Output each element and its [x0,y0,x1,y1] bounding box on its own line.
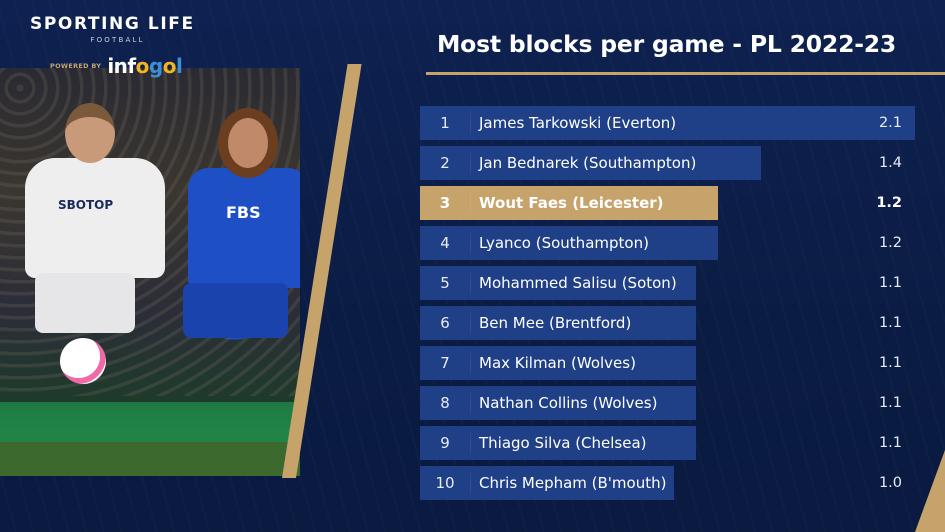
rank-label: 2 [440,154,450,172]
rank-divider [470,193,471,213]
value-label: 1.1 [878,395,902,411]
player-name: Thiago Silva (Chelsea) [479,434,647,452]
bar [420,466,674,500]
player-photo: SBOTOP FBS [0,68,300,476]
rank-divider [470,353,471,373]
rank-divider [470,113,471,133]
player-name: James Tarkowski (Everton) [479,114,677,132]
powered-by: POWERED BY infogol [50,54,183,78]
bar [420,266,696,300]
sponsor-right: FBS [226,203,261,222]
bar [420,346,696,380]
rank-label: 9 [440,434,450,452]
player-name: Ben Mee (Brentford) [479,314,632,332]
rank-divider [470,273,471,293]
rank-divider [470,233,471,253]
rank-label: 3 [439,194,451,212]
value-label: 1.1 [878,435,902,451]
football-icon [60,338,106,384]
chart-row: 4 Lyanco (Southampton) 1.2 [420,226,940,260]
advertising-board [0,402,300,442]
chart-row: 10 Chris Mepham (B'mouth) 1.0 [420,466,940,500]
bar [420,226,718,260]
rank-label: 7 [440,354,450,372]
chart-row: 8 Nathan Collins (Wolves) 1.1 [420,386,940,420]
player-name: Jan Bednarek (Southampton) [479,154,697,172]
bar [420,426,696,460]
rank-label: 10 [435,474,455,492]
player-name: Max Kilman (Wolves) [479,354,636,372]
value-label: 1.0 [878,475,902,491]
player-right: FBS [178,108,300,468]
rank-label: 5 [440,274,450,292]
chart-row: 1 James Tarkowski (Everton) 2.1 [420,106,940,140]
gold-corner-accent [915,450,945,532]
bar [420,386,696,420]
pitch [0,442,300,476]
brand-title: SPORTING LIFE [30,14,195,34]
player-name: Nathan Collins (Wolves) [479,394,658,412]
chart-row: 3 Wout Faes (Leicester) 1.2 [420,186,940,220]
bar-chart: 1 James Tarkowski (Everton) 2.1 2 Jan Bednar… [420,106,940,506]
value-label: 1.1 [878,355,902,371]
player-name: Wout Faes (Leicester) [479,194,664,212]
value-label: 1.4 [878,155,902,171]
player-name: Chris Mepham (B'mouth) [479,474,667,492]
value-label: 1.1 [878,315,902,331]
rank-divider [470,433,471,453]
value-label: 2.1 [878,115,902,131]
sponsor-left: SBOTOP [58,198,114,212]
bar [420,146,761,180]
value-label: 1.2 [878,235,902,251]
brand-subtitle: FOOTBALL [90,36,145,44]
bar [420,106,915,140]
value-label: 1.1 [878,275,902,291]
chart-title: Most blocks per game - PL 2022-23 [437,30,897,58]
rank-label: 6 [440,314,450,332]
powered-by-label: POWERED BY [50,62,102,70]
title-underline [426,72,945,75]
player-name: Lyanco (Southampton) [479,234,649,252]
rank-divider [470,393,471,413]
brand-logo: SPORTING LIFE FOOTBALL [30,14,210,44]
rank-divider [470,313,471,333]
player-left: SBOTOP [20,98,170,428]
chart-row: 5 Mohammed Salisu (Soton) 1.1 [420,266,940,300]
player-name: Mohammed Salisu (Soton) [479,274,677,292]
rank-label: 4 [440,234,450,252]
chart-row: 9 Thiago Silva (Chelsea) 1.1 [420,426,940,460]
rank-label: 1 [440,114,450,132]
bar [420,186,718,220]
rank-divider [470,153,471,173]
chart-row: 7 Max Kilman (Wolves) 1.1 [420,346,940,380]
chart-row: 6 Ben Mee (Brentford) 1.1 [420,306,940,340]
chart-row: 2 Jan Bednarek (Southampton) 1.4 [420,146,940,180]
bar [420,306,696,340]
rank-label: 8 [440,394,450,412]
rank-divider [470,473,471,493]
infogol-logo: infogol [107,54,183,78]
value-label: 1.2 [876,195,902,211]
